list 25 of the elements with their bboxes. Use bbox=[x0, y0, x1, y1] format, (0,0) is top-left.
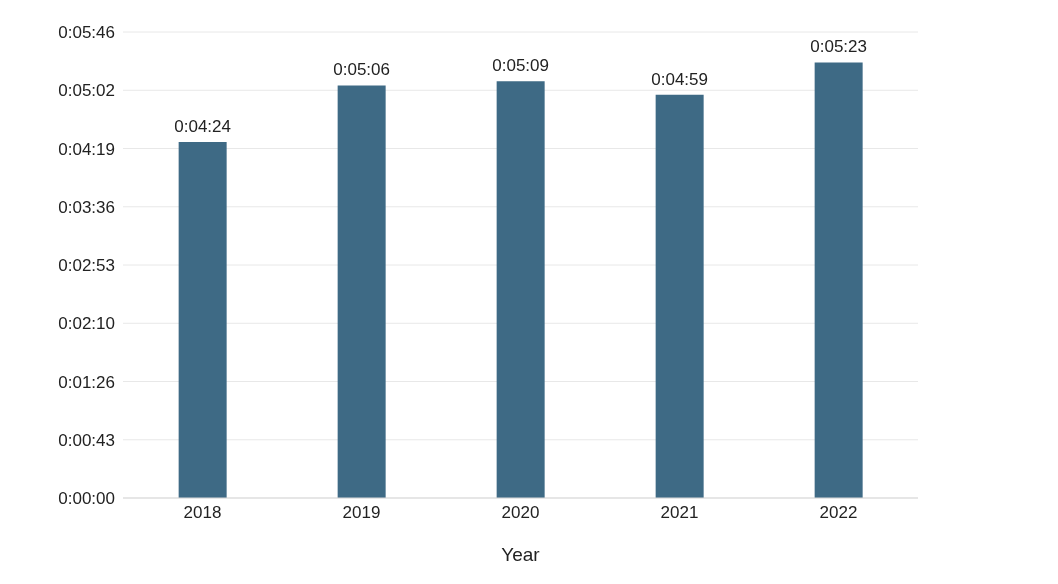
x-tick-label: 2021 bbox=[660, 503, 699, 523]
y-tick-label: 0:02:10 bbox=[58, 314, 115, 334]
bar bbox=[655, 94, 704, 498]
data-label: 0:04:59 bbox=[651, 69, 709, 89]
x-tick-label: 2022 bbox=[819, 503, 858, 523]
y-tick-label: 0:00:00 bbox=[58, 489, 115, 509]
x-tick-label: 2020 bbox=[501, 503, 540, 523]
y-tick-label: 0:03:36 bbox=[58, 197, 115, 217]
y-tick-label: 0:02:53 bbox=[58, 256, 115, 276]
bar bbox=[337, 85, 386, 498]
data-label: 0:04:24 bbox=[174, 117, 232, 137]
bar bbox=[178, 142, 227, 498]
data-label: 0:05:09 bbox=[492, 56, 550, 76]
data-label: 0:05:23 bbox=[810, 37, 868, 57]
bar bbox=[814, 62, 863, 498]
y-tick-label: 0:01:26 bbox=[58, 372, 115, 392]
y-tick-label: 0:05:02 bbox=[58, 81, 115, 101]
x-tick-label: 2019 bbox=[342, 503, 381, 523]
x-tick-label: 2018 bbox=[183, 503, 222, 523]
bar bbox=[496, 81, 545, 498]
data-label: 0:05:06 bbox=[333, 60, 391, 80]
y-tick-label: 0:04:19 bbox=[58, 139, 115, 159]
y-tick-label: 0:00:43 bbox=[58, 430, 115, 450]
y-tick-label: 0:05:46 bbox=[58, 23, 115, 43]
x-axis-title: Year bbox=[501, 544, 541, 566]
